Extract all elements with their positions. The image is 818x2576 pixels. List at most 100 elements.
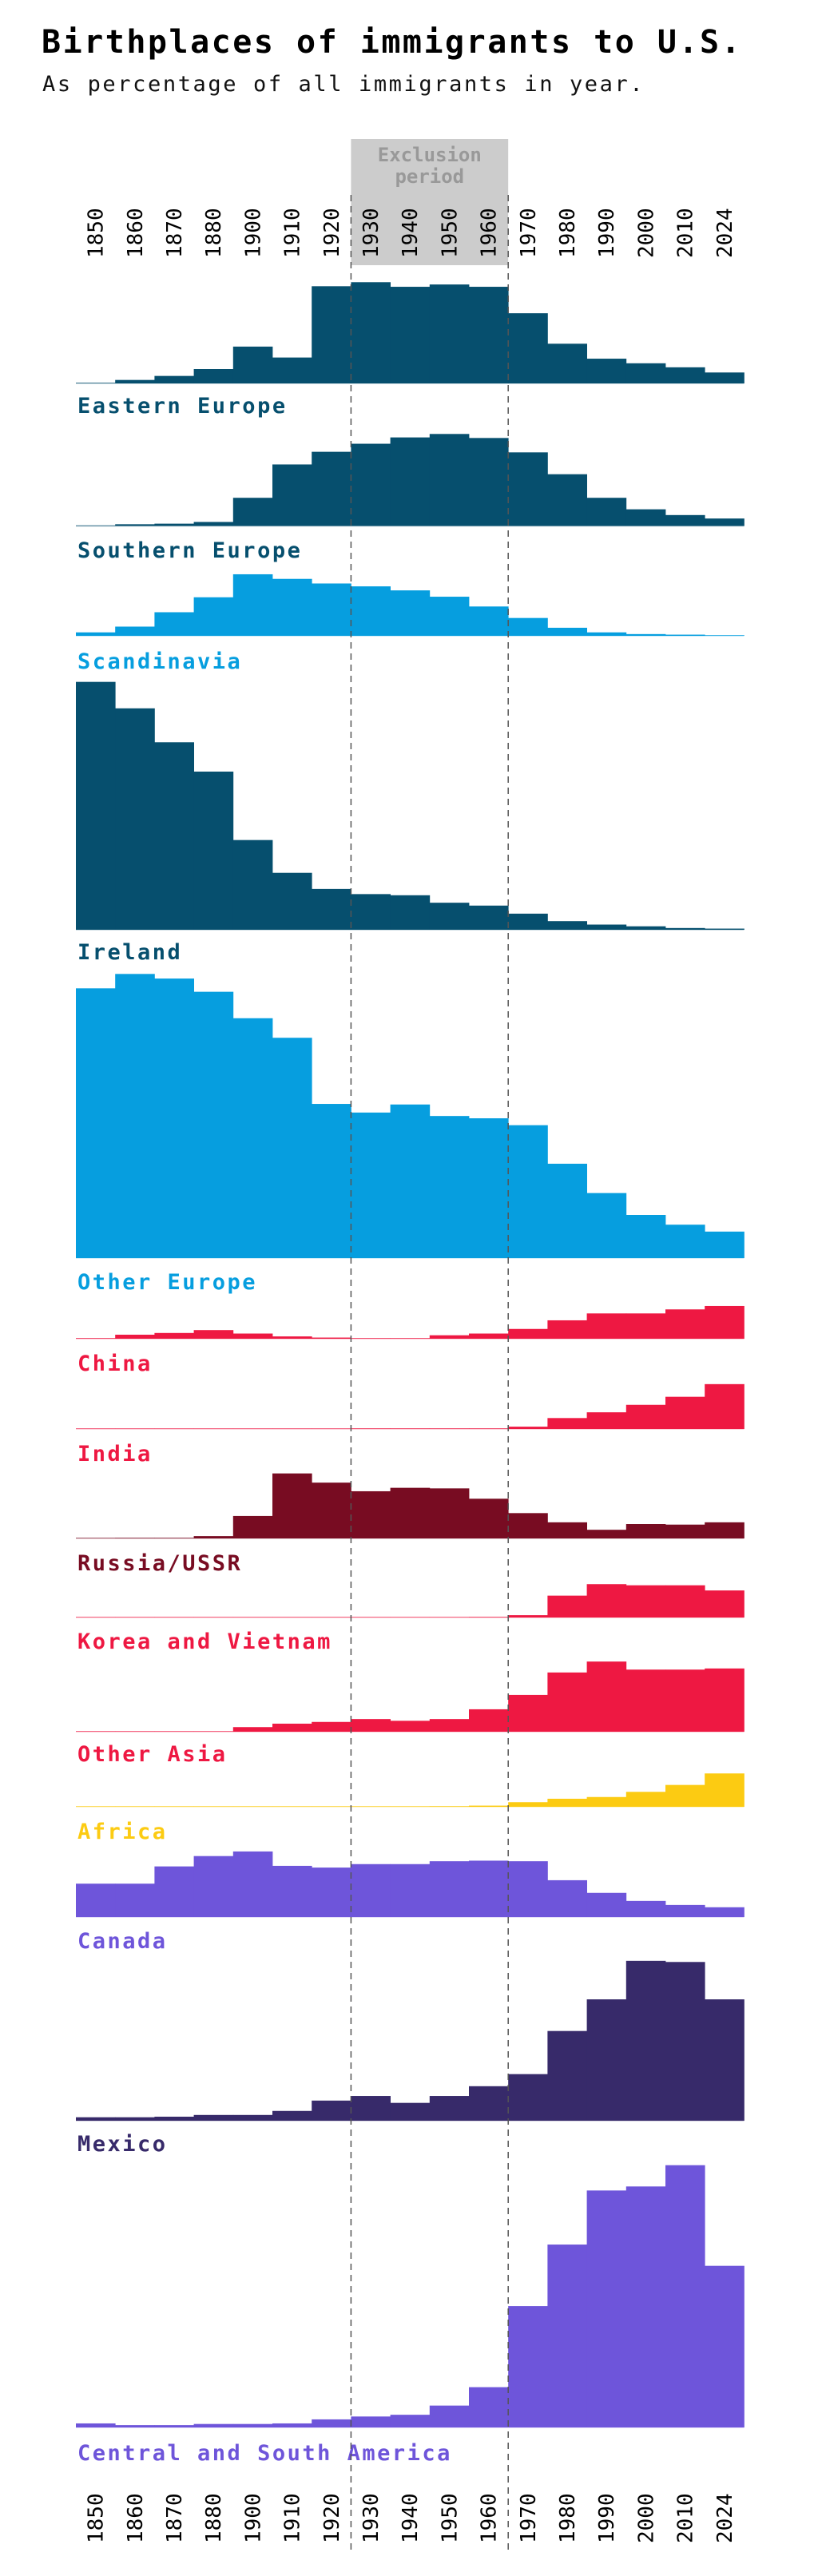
area-step	[154, 375, 194, 383]
area-step	[390, 1806, 431, 1807]
area-step	[586, 1999, 627, 2121]
area-step	[76, 681, 116, 930]
panel-china: China	[76, 1305, 745, 1376]
panel-other-asia: Other Asia	[76, 1661, 745, 1767]
area-step	[665, 2165, 705, 2427]
area-step	[586, 1193, 627, 1258]
area-step	[115, 2425, 155, 2427]
area-step	[232, 1018, 273, 1258]
area-step	[390, 895, 431, 930]
area-step	[154, 612, 194, 636]
area-step	[429, 2096, 470, 2121]
area-step	[586, 1412, 627, 1429]
area-step	[625, 2186, 666, 2427]
area-step	[272, 1038, 312, 1258]
x-tick-label-top: 1900	[241, 208, 265, 258]
area-step	[429, 434, 470, 526]
panel-india: India	[76, 1383, 745, 1467]
area-step	[665, 1585, 705, 1617]
x-tick-label-bottom: 1950	[438, 2493, 462, 2543]
area-step	[154, 2425, 194, 2427]
series-label: Scandinavia	[77, 649, 242, 674]
area-step	[272, 1723, 312, 1732]
area-step	[429, 1861, 470, 1917]
area-step	[508, 1861, 548, 1917]
area-step	[390, 1104, 431, 1258]
area-step	[312, 583, 351, 636]
area-step	[351, 2096, 391, 2121]
area-step	[547, 1595, 587, 1617]
area-step	[272, 1428, 312, 1429]
area-step	[469, 1709, 509, 1732]
panel-other-europe: Other Europe	[76, 974, 745, 1295]
area-step	[469, 1805, 509, 1807]
area-step	[547, 921, 587, 930]
area-step	[586, 632, 627, 636]
area-step	[705, 1383, 745, 1429]
area-step	[76, 1731, 116, 1732]
x-tick-label-bottom: 1870	[163, 2493, 187, 2543]
area-step	[625, 926, 666, 930]
area-step	[547, 474, 587, 526]
area-step	[705, 1668, 745, 1732]
series-label: Other Europe	[77, 1270, 257, 1295]
area-step	[625, 509, 666, 526]
area-step	[193, 2114, 234, 2121]
area-step	[508, 1427, 548, 1429]
area-step	[272, 1865, 312, 1917]
x-tick-label-top: 2024	[713, 208, 737, 258]
area-step	[115, 379, 155, 383]
area-step	[351, 1719, 391, 1732]
area-step	[154, 1806, 194, 1807]
area-step	[625, 633, 666, 636]
series-label: Russia/USSR	[77, 1551, 242, 1576]
area-step	[115, 974, 155, 1258]
area-step	[193, 991, 234, 1258]
series-label: Africa	[77, 1820, 168, 1844]
area-step	[508, 1615, 548, 1617]
series-label: India	[77, 1442, 153, 1467]
area-step	[390, 1487, 431, 1538]
area-step	[154, 1866, 194, 1917]
area-step	[469, 2387, 509, 2427]
series-label: Eastern Europe	[77, 394, 288, 419]
chart-subtitle: As percentage of all immigrants in year.	[42, 72, 645, 97]
area-step	[193, 1330, 234, 1339]
area-step	[429, 1488, 470, 1538]
area-step	[429, 2405, 470, 2427]
area-step	[625, 1669, 666, 1732]
area-step	[232, 574, 273, 636]
area-step	[272, 1806, 312, 1807]
area-step	[390, 1721, 431, 1732]
area-step	[429, 1428, 470, 1429]
area-step	[705, 1999, 745, 2121]
area-step	[625, 1524, 666, 1538]
x-tick-label-top: 1860	[124, 208, 148, 258]
area-step	[76, 632, 116, 636]
area-step	[272, 2110, 312, 2121]
panel-russia-ussr: Russia/USSR	[76, 1473, 745, 1576]
area-step	[232, 1515, 273, 1538]
x-tick-label-top: 1850	[85, 208, 109, 258]
area-step	[232, 1727, 273, 1732]
area-step	[390, 1338, 431, 1339]
area-step	[547, 1163, 587, 1258]
area-step	[665, 1904, 705, 1917]
x-tick-label-top: 1950	[438, 208, 462, 258]
area-step	[115, 708, 155, 930]
x-tick-label-top: 1970	[517, 208, 541, 258]
area-step	[76, 1806, 116, 1807]
area-step	[390, 2415, 431, 2427]
area-step	[586, 924, 627, 930]
area-step	[272, 2423, 312, 2427]
area-step	[665, 1524, 705, 1538]
area-step	[115, 626, 155, 636]
panel-central-and-south-america: Central and South America	[76, 2165, 745, 2466]
exclusion-label-line1: Exclusion	[378, 144, 482, 166]
area-step	[665, 514, 705, 526]
x-tick-label-bottom: 1880	[202, 2493, 226, 2543]
area-step	[586, 1584, 627, 1617]
area-step	[351, 2416, 391, 2427]
x-tick-label-top: 1990	[595, 208, 619, 258]
area-step	[312, 1721, 351, 1732]
